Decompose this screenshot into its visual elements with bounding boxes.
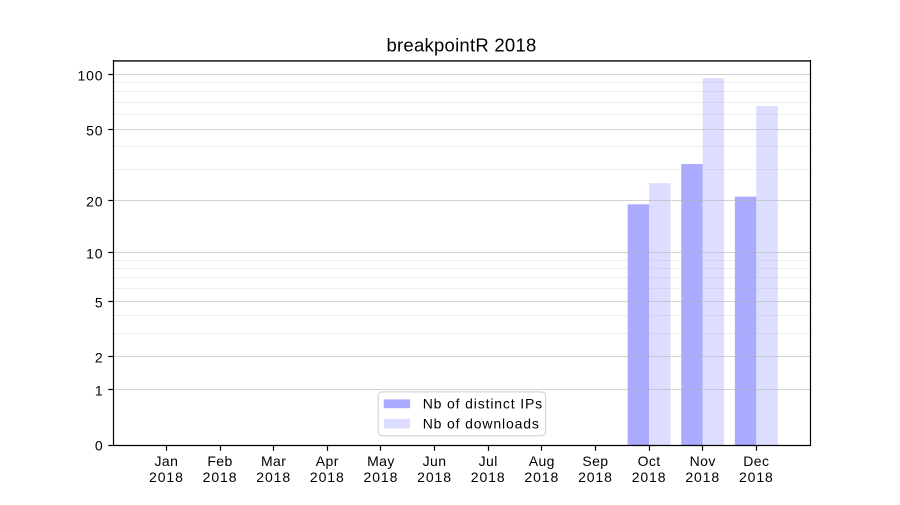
svg-text:Aug: Aug (529, 453, 555, 469)
svg-text:Nb of distinct IPs: Nb of distinct IPs (423, 396, 543, 412)
svg-text:2018: 2018 (524, 469, 559, 485)
svg-text:20: 20 (86, 194, 103, 210)
svg-text:0: 0 (95, 438, 104, 454)
svg-text:2: 2 (95, 350, 104, 366)
svg-text:2018: 2018 (417, 469, 452, 485)
svg-text:2018: 2018 (364, 469, 399, 485)
svg-text:Sep: Sep (582, 453, 608, 469)
svg-text:Dec: Dec (743, 453, 769, 469)
svg-text:Apr: Apr (316, 453, 339, 469)
svg-text:2018: 2018 (149, 469, 184, 485)
svg-text:2018: 2018 (203, 469, 238, 485)
svg-text:Jul: Jul (479, 453, 498, 469)
svg-text:2018: 2018 (471, 469, 506, 485)
svg-text:2018: 2018 (578, 469, 613, 485)
svg-text:5: 5 (95, 295, 104, 311)
svg-text:Jun: Jun (423, 453, 447, 469)
svg-text:Mar: Mar (261, 453, 286, 469)
svg-text:2018: 2018 (685, 469, 720, 485)
svg-text:2018: 2018 (739, 469, 774, 485)
svg-text:Nb of downloads: Nb of downloads (423, 415, 540, 431)
svg-text:2018: 2018 (310, 469, 345, 485)
svg-text:May: May (367, 453, 395, 469)
svg-text:10: 10 (86, 246, 103, 262)
svg-text:Oct: Oct (638, 453, 661, 469)
svg-text:50: 50 (86, 123, 103, 139)
svg-text:2018: 2018 (632, 469, 667, 485)
svg-text:Feb: Feb (207, 453, 232, 469)
svg-text:2018: 2018 (256, 469, 291, 485)
svg-text:breakpointR 2018: breakpointR 2018 (386, 35, 536, 56)
svg-text:1: 1 (95, 383, 104, 399)
svg-text:100: 100 (77, 68, 103, 84)
svg-text:Nov: Nov (690, 453, 716, 469)
svg-text:Jan: Jan (155, 453, 179, 469)
